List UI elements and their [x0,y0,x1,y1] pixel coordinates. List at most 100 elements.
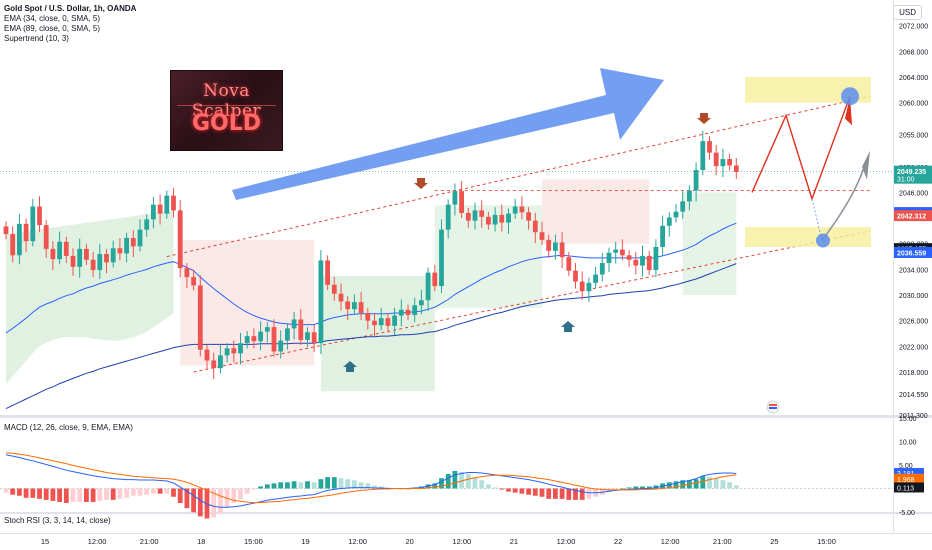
macd-signal-line [5,452,737,504]
macd-histogram-bar [110,488,116,500]
candle-body [63,241,69,256]
candle-body [17,223,22,256]
candle-body [687,190,692,202]
candle-body [231,348,237,354]
candle-body [707,141,712,153]
candle-body [57,241,62,260]
candle-body [372,320,377,326]
macd-histogram-bar [465,474,471,489]
candle-body [37,206,42,226]
candle-body [713,152,719,167]
macd-histogram-bar [666,482,672,489]
candle-body [720,159,726,167]
candle-body [586,282,592,292]
candle-body [345,301,351,310]
candle-body [318,260,324,344]
price-axis-border [893,0,894,533]
candle-body [244,336,250,344]
y-tick-label: 2034.000 [899,267,928,274]
candle-body [479,210,485,217]
macd-histogram-bar [492,487,498,489]
candle-body [419,300,424,306]
macd-histogram-bar [3,488,9,493]
macd-histogram-bar [519,488,525,494]
macd-histogram-bar [30,488,36,498]
candle-body [3,226,9,235]
candle-body [43,225,49,249]
macd-histogram-bar [472,477,478,489]
macd-histogram-bar [325,477,330,489]
x-tick-label: 22 [614,537,622,546]
candle-body [392,315,397,326]
macd-axis-label-text: 0.113 [897,485,914,492]
candle-body [599,262,605,275]
x-tick-label: 15:00 [244,537,263,546]
macd-histogram-bar [264,484,270,489]
macd-line [5,454,737,508]
support-circle [816,233,830,248]
macd-histogram-bar [271,483,277,489]
logo-line-2: GOLD [191,111,262,136]
macd-histogram-bar [258,486,263,489]
candle-body [526,212,531,221]
candle-body [439,229,444,287]
candle-body [130,237,136,247]
alt-path-dashed [811,198,823,241]
x-tick-label: 15:00 [817,537,836,546]
nova-scalper-logo: Nova Scalper GOLD [170,70,283,151]
y-tick-label: 2030.000 [899,293,928,300]
x-tick-label: 12:00 [452,537,471,546]
legend-supertrend: Supertrend (10, 3) [4,34,69,43]
macd-axis-label-bg [894,473,924,484]
macd-histogram-bar [620,488,625,490]
candle-body [486,216,491,225]
y-tick-label: 2014.550 [899,392,928,399]
macd-histogram-bar [599,488,605,495]
macd-histogram-bar [278,482,284,489]
currency-selector[interactable]: USD [893,5,922,20]
projection-path [751,95,851,202]
macd-histogram-bar [117,488,123,499]
time-axis-border [0,533,932,534]
y-tick-label: 2064.000 [899,75,928,82]
candle-body [77,248,83,267]
candle-body [492,214,498,225]
candle-body [452,191,458,205]
candle-body [405,309,411,315]
macd-histogram-bar [378,486,384,489]
macd-histogram-bar [633,486,639,489]
macd-histogram-bar [673,481,679,489]
macd-histogram-bar [211,488,217,518]
macd-histogram-bar [50,488,56,501]
candle-body [626,255,632,260]
legend-symbol: Gold Spot / U.S. Dollar, 1h, OANDA [4,4,137,13]
macd-histogram-bar [486,484,491,489]
macd-histogram-bar [445,474,451,489]
price-axis-label: 2036.559 [894,246,932,258]
macd-histogram-bar [70,488,76,502]
macd-histogram-bar [164,488,170,494]
candle-body [352,302,357,310]
candle-body [358,302,364,314]
macd-label: MACD (12, 26, close, 9, EMA, EMA) [4,423,133,432]
candle-body [90,259,96,271]
macd-histogram-bar [546,488,552,499]
candle-body [164,195,170,214]
x-tick-label: 25 [770,537,778,546]
sell-signal-arrow [414,178,428,189]
macd-histogram-bar [526,488,531,495]
macd-histogram-bar [566,488,572,500]
candle-body [251,336,257,342]
candle-body [412,305,418,315]
macd-histogram-bar [238,488,243,499]
flag-icon-stripe [769,404,777,406]
macd-histogram-bar [720,480,726,489]
candle-body [258,331,263,342]
macd-tick-label: 15.00 [899,416,917,423]
candle-body [385,318,391,326]
sell-signal-arrow [697,113,711,124]
macd-histogram-bar [727,482,732,489]
candle-body [693,169,699,191]
